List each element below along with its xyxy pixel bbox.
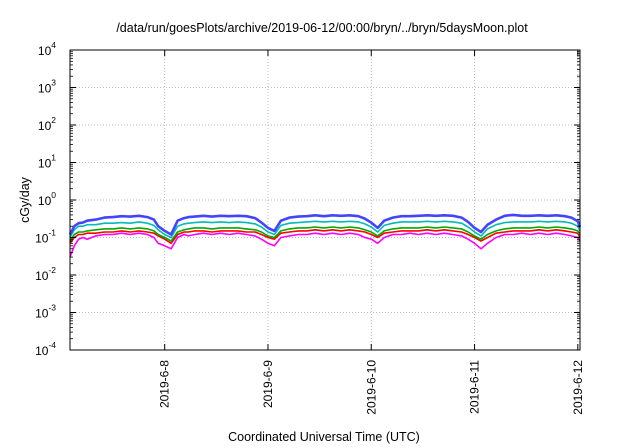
y-tick-label: 10-4 [35, 340, 56, 358]
series-line-1 [69, 232, 581, 258]
y-tick-label: 10-3 [35, 303, 56, 321]
x-tick-label: 2019-6-11 [468, 360, 482, 414]
x-tick-label: 2019-6-9 [261, 360, 275, 408]
series-line-2 [69, 229, 581, 245]
series-line-4 [69, 220, 581, 239]
gridlines [70, 50, 580, 350]
series-line-3 [69, 226, 581, 242]
y-axis-label: cGy/day [18, 176, 32, 223]
x-tick-label: 2019-6-10 [364, 360, 378, 415]
y-tick-label: 10-1 [35, 228, 56, 246]
y-tick-label: 102 [38, 115, 56, 133]
series-layer [68, 213, 582, 258]
y-tick-label: 10-2 [35, 265, 56, 283]
series-line-5 [68, 213, 582, 236]
y-tick-label: 100 [38, 190, 56, 208]
x-tick-label: 2019-6-12 [571, 360, 585, 415]
y-tick-label: 101 [38, 153, 56, 171]
x-axis: 2019-6-8 2019-6-9 2019-6-10 2019-6-11 2019-6… [158, 50, 585, 415]
chart-title: /data/run/goesPlots/archive/2019-06-12/0… [116, 21, 528, 35]
y-tick-label: 104 [38, 40, 56, 58]
y-tick-label: 103 [38, 78, 56, 96]
x-tick-label: 2019-6-8 [158, 360, 172, 408]
x-axis-label: Coordinated Universal Time (UTC) [228, 430, 420, 444]
